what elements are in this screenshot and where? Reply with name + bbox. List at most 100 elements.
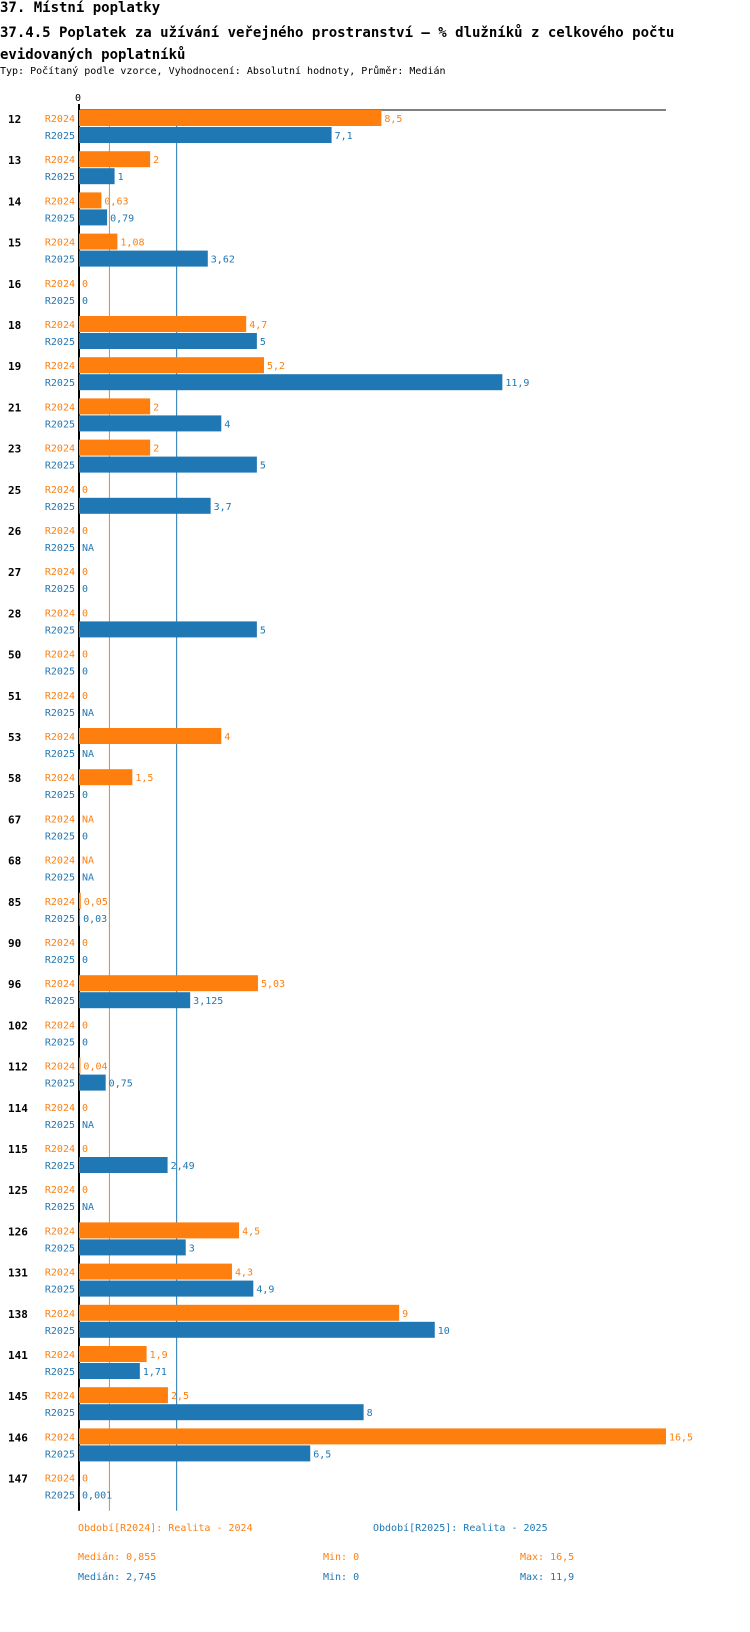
bar-r2024 [79,439,151,456]
series-label-r2024: R2024 [45,567,75,578]
series-label-r2024: R2024 [45,361,75,372]
bar-r2025 [79,1280,254,1297]
series-label-r2024: R2024 [45,608,75,619]
bar-r2025 [79,127,332,143]
category-label: 51 [8,690,22,703]
series-label-r2025: R2025 [45,1491,75,1502]
value-label-r2025: 1 [118,172,124,183]
category-label: 27 [8,566,21,579]
bar-r2025 [79,1486,80,1503]
value-label-r2024: 8,5 [384,114,402,125]
series-label-r2024: R2024 [45,773,75,784]
bar-r2024 [79,975,258,992]
value-label-r2025: 1,71 [143,1367,167,1378]
max-2024: Max: 16,5 [520,1552,575,1563]
category-label: 146 [8,1431,28,1444]
series-label-r2024: R2024 [45,856,75,867]
series-label-r2025: R2025 [45,1326,75,1337]
category-label: 68 [8,855,21,868]
series-label-r2024: R2024 [45,485,75,496]
min-2024: Min: 0 [323,1552,360,1563]
bar-r2025 [79,1321,435,1338]
legend-2025: Období[R2025]: Realita - 2025 [373,1523,548,1534]
series-label-r2024: R2024 [45,238,75,249]
series-label-r2025: R2025 [45,172,75,183]
category-label: 21 [8,401,22,414]
value-label-r2024: 9 [402,1309,408,1320]
bar-r2024 [79,316,247,332]
category-label: 28 [8,607,21,620]
value-label-r2025: 2,49 [171,1161,195,1172]
category-label: 14 [8,195,22,208]
series-label-r2025: R2025 [45,1202,75,1213]
value-label-r2024: 4,7 [249,320,267,331]
series-label-r2025: R2025 [45,1449,75,1460]
series-label-r2025: R2025 [45,502,75,513]
value-label-r2025: 5 [260,625,266,636]
value-label-r2024: 0 [82,526,88,537]
series-label-r2025: R2025 [45,625,75,636]
value-label-r2024: 0 [82,650,88,661]
bar-r2025 [79,1404,364,1421]
bar-r2024 [79,1428,666,1445]
bar-r2024 [79,357,264,374]
series-label-r2025: R2025 [45,831,75,842]
value-label-r2024: 1,9 [150,1350,168,1361]
value-label-r2025: NA [82,873,94,884]
series-label-r2024: R2024 [45,1062,75,1073]
series-label-r2024: R2024 [45,526,75,537]
x-axis-zero-label: 0 [75,93,81,104]
series-label-r2025: R2025 [45,955,75,966]
value-label-r2024: 0 [82,1103,88,1114]
value-label-r2025: 0,75 [109,1079,133,1090]
category-label: 25 [8,484,21,497]
bar-r2024 [79,151,151,168]
series-label-r2024: R2024 [45,938,75,949]
value-label-r2024: 0 [82,279,88,290]
value-label-r2025: 10 [438,1326,450,1337]
series-label-r2024: R2024 [45,1226,75,1237]
value-label-r2024: 2,5 [171,1391,189,1402]
category-label: 115 [8,1143,28,1156]
series-label-r2024: R2024 [45,691,75,702]
value-label-r2024: 0,63 [104,196,128,207]
legend-2024: Období[R2024]: Realita - 2024 [78,1523,253,1534]
value-label-r2025: NA [82,1202,94,1213]
series-label-r2025: R2025 [45,667,75,678]
bar-r2024 [79,1263,232,1280]
value-label-r2025: 5 [260,337,266,348]
series-label-r2024: R2024 [45,196,75,207]
chart-title: 37.4.5 Poplatek za užívání veřejného pro… [0,25,675,63]
category-label: 12 [8,113,21,126]
value-label-r2024: 0 [82,608,88,619]
value-label-r2025: 4,9 [256,1285,274,1296]
value-label-r2025: 11,9 [505,378,529,389]
bar-r2024 [79,1222,240,1239]
value-label-r2025: 3 [189,1243,195,1254]
category-label: 96 [8,978,22,991]
bar-r2024 [79,192,102,209]
series-label-r2025: R2025 [45,873,75,884]
category-label: 85 [8,896,21,909]
bar-r2024 [79,1387,168,1404]
bar-r2024 [79,1057,81,1074]
bar-r2025 [79,992,191,1009]
value-label-r2024: 5,03 [261,979,285,990]
category-label: 19 [8,360,21,373]
series-label-r2024: R2024 [45,279,75,290]
value-label-r2024: 0 [82,691,88,702]
bar-r2025 [79,909,81,926]
category-label: 102 [8,1019,28,1032]
series-label-r2025: R2025 [45,543,75,554]
value-label-r2024: 0 [82,1474,88,1485]
value-label-r2025: 0,03 [83,914,107,925]
bar-r2025 [79,456,257,473]
value-label-r2024: 16,5 [669,1432,693,1443]
series-label-r2024: R2024 [45,402,75,413]
value-label-r2025: NA [82,543,94,554]
chart-info: Typ: Počítaný podle vzorce, Vyhodnocení:… [0,66,446,77]
bar-r2025 [79,1074,106,1091]
series-label-r2024: R2024 [45,1103,75,1114]
value-label-r2024: 4,5 [242,1226,260,1237]
bar-r2024 [79,110,382,126]
